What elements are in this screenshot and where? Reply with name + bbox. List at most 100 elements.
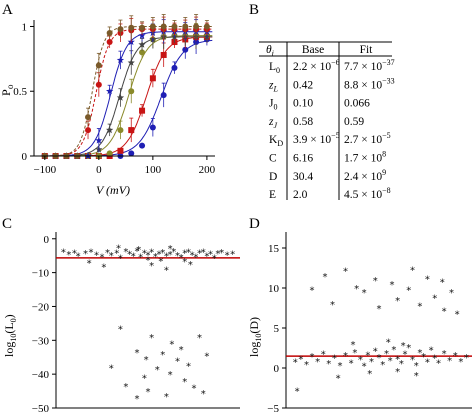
panel-c-point: * xyxy=(134,247,139,258)
panel-d-point: * xyxy=(399,359,404,370)
panel-c-point: * xyxy=(208,249,213,260)
panel-c-point: * xyxy=(168,370,173,381)
panel-d-point: * xyxy=(298,354,303,365)
panel-c-point: * xyxy=(171,247,176,258)
panel-d-ylabel: log10(D) xyxy=(247,317,263,357)
panel-a-voltage-activation-plot: −100 0 100 200 0 0.5 1 P o V (mV) xyxy=(0,14,216,197)
panel-d-point: * xyxy=(391,345,396,356)
panel-c-point: * xyxy=(215,249,220,260)
table-param-name: J0 xyxy=(269,98,277,112)
data-point-circle xyxy=(128,24,135,31)
panel-c-point: * xyxy=(131,251,136,262)
data-point-star xyxy=(106,87,114,95)
panel-c-point: * xyxy=(144,355,149,366)
panel-a-ytick-label: 0 xyxy=(22,151,28,163)
panel-d-point: * xyxy=(429,346,434,357)
panel-label-b: B xyxy=(249,2,259,18)
panel-c-point: * xyxy=(182,257,187,268)
panel-a-ylabel-sub: o xyxy=(5,84,15,89)
table-header-base: Base xyxy=(302,44,324,56)
panel-d-point: * xyxy=(410,266,415,277)
panel-d-point: * xyxy=(326,359,331,370)
panel-d-axes: 15 10 5 0 −5 xyxy=(267,232,472,414)
activation-data-points xyxy=(41,14,211,160)
panel-d-point: * xyxy=(365,350,370,361)
panel-d-ytick-label: 0 xyxy=(274,363,280,375)
panel-c-ytick-label: 0 xyxy=(44,234,50,246)
panel-d-point: * xyxy=(315,357,320,368)
panel-c-point: * xyxy=(76,252,81,263)
panel-c-point: * xyxy=(109,251,114,262)
panel-c-point: * xyxy=(190,250,195,261)
data-point-circle xyxy=(149,124,156,131)
panel-c-point: * xyxy=(193,252,198,263)
panel-d-point: * xyxy=(354,284,359,295)
data-point-circle xyxy=(95,81,102,88)
data-point-square xyxy=(149,75,156,82)
table-param-name: L0 xyxy=(269,61,280,75)
panel-a-ytick-label: 1 xyxy=(22,21,28,33)
panel-d-point: * xyxy=(358,355,363,366)
panel-d-point: * xyxy=(417,302,422,313)
data-point-star xyxy=(106,126,114,134)
panel-d-point: * xyxy=(304,360,309,371)
data-point-star xyxy=(138,31,146,39)
panel-c-point: * xyxy=(186,247,191,258)
panel-c-point: * xyxy=(123,247,128,258)
panel-c-point: * xyxy=(94,250,99,261)
panel-a-xtick-label: −100 xyxy=(33,164,56,176)
panel-a-xtick-label: 100 xyxy=(145,164,162,176)
panel-c-point: * xyxy=(153,252,158,263)
panel-d-point: * xyxy=(432,354,437,365)
panel-c-point: * xyxy=(175,357,180,368)
panel-d-point: * xyxy=(395,367,400,378)
panel-d-ytick-label: 5 xyxy=(274,323,280,335)
panel-d-point: * xyxy=(436,358,441,369)
panel-c-ylabel: log10(L0) xyxy=(2,314,18,357)
panel-d-point: * xyxy=(410,355,415,366)
panel-c-ytick-label: −50 xyxy=(32,403,50,414)
panel-d-point: * xyxy=(464,353,469,364)
data-point-circle xyxy=(106,29,113,36)
panel-c-point: * xyxy=(201,389,206,400)
table-param-name: zJ xyxy=(268,116,277,130)
panel-c-point: * xyxy=(66,250,71,261)
panel-c-point: * xyxy=(182,377,187,388)
table-base-value: 2.0 xyxy=(293,189,308,201)
panel-d-point: * xyxy=(425,358,430,369)
data-point-circle xyxy=(106,150,113,157)
data-point-star xyxy=(116,56,125,64)
panel-d-point: * xyxy=(440,278,445,289)
panel-c-ytick-label: −40 xyxy=(32,369,50,381)
table-base-value: 30.4 xyxy=(293,171,313,183)
panel-c-point: * xyxy=(186,362,191,373)
panel-c-point: * xyxy=(158,256,163,267)
panel-d-point: * xyxy=(295,386,300,397)
panel-d-point: * xyxy=(350,340,355,351)
table-param-name: zL xyxy=(268,79,278,93)
table-header-fit: Fit xyxy=(360,44,374,56)
panel-c-point: * xyxy=(160,248,165,259)
panel-label-a: A xyxy=(2,2,13,18)
panel-c-point: * xyxy=(149,248,154,259)
data-point-circle xyxy=(149,23,156,30)
panel-d-ytick-label: 15 xyxy=(268,243,280,255)
panel-d-point: * xyxy=(337,361,342,372)
data-point-circle xyxy=(171,23,178,30)
panel-d-point: * xyxy=(373,276,378,287)
table-base-value: 0.10 xyxy=(293,98,313,110)
activation-curve-0 xyxy=(44,39,213,157)
panel-c-point: * xyxy=(212,254,217,265)
data-point-circle xyxy=(95,62,102,69)
data-point-square xyxy=(117,147,124,154)
panel-c-point: * xyxy=(83,249,88,260)
panel-c-point: * xyxy=(204,352,209,363)
panel-c-point: * xyxy=(168,244,173,255)
panel-c-point: * xyxy=(118,253,123,264)
panel-c-log-l0-scatter: 0−10−20−30−40−50 * * ** * * * * ** *************… xyxy=(2,232,240,414)
panel-c-point: * xyxy=(149,261,154,272)
data-point-circle xyxy=(85,114,92,121)
data-point-circle xyxy=(139,24,146,31)
panel-c-point: * xyxy=(225,251,230,262)
panel-d-point: * xyxy=(349,358,354,369)
